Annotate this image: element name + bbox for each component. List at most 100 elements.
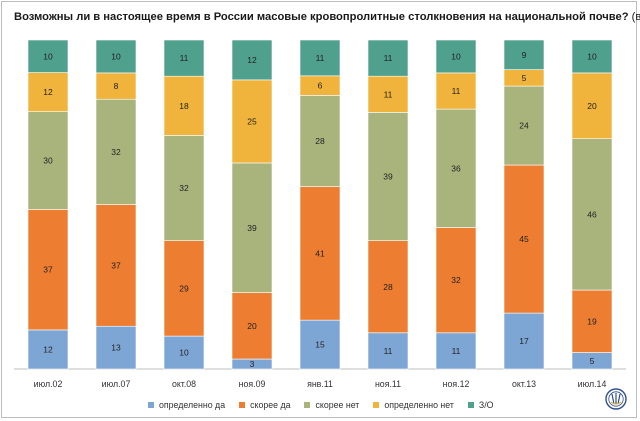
legend-item: определенно нет	[373, 400, 454, 410]
data-label: 13	[111, 343, 121, 353]
bar-segment	[503, 39, 545, 70]
legend-swatch	[373, 402, 380, 408]
legend-swatch	[304, 402, 311, 408]
bar-segment	[95, 325, 137, 370]
x-tick-label: янв.11	[307, 379, 333, 389]
bar-segment	[231, 39, 273, 81]
bar-segment	[367, 75, 409, 113]
bar-segment	[435, 227, 477, 334]
data-label: 45	[519, 234, 529, 244]
data-label: 11	[452, 86, 461, 96]
data-label: 11	[452, 346, 461, 356]
bar-segment	[367, 240, 409, 334]
bar-segment	[435, 108, 477, 228]
bar-segment	[231, 292, 273, 360]
bar-segment	[163, 240, 205, 337]
bar-segment	[231, 162, 273, 293]
x-tick-label: ноя.09	[239, 379, 266, 389]
bar-segment	[95, 204, 137, 327]
data-label: 11	[384, 89, 393, 99]
bar-segment	[163, 335, 205, 370]
data-label: 10	[587, 51, 597, 61]
bar-segment	[27, 39, 69, 73]
data-label: 32	[179, 183, 189, 193]
legend-label: определенно да	[159, 400, 226, 410]
levada-logo-icon	[605, 388, 627, 410]
data-label: 39	[383, 172, 393, 182]
x-tick-label: июл.14	[578, 379, 607, 389]
data-label: 25	[247, 116, 257, 126]
legend-label: определенно нет	[384, 400, 454, 410]
bar-segment	[571, 39, 613, 74]
bar-segment	[95, 39, 137, 74]
bar-segment	[435, 39, 477, 74]
data-label: 3	[250, 359, 255, 369]
data-label: 41	[315, 248, 325, 258]
data-label: 12	[43, 87, 53, 97]
legend-item: определенно да	[148, 400, 225, 410]
bar-segment	[367, 112, 409, 241]
bar-segment	[299, 319, 341, 370]
data-label: 20	[587, 101, 597, 111]
x-tick-label: июл.02	[34, 379, 63, 389]
bar-segment	[367, 332, 409, 370]
data-label: 11	[384, 53, 393, 63]
data-label: 11	[180, 53, 189, 63]
bar-segment	[299, 39, 341, 77]
legend-swatch	[467, 402, 474, 408]
data-label: 37	[43, 265, 53, 275]
data-label: 32	[111, 147, 121, 157]
bar-segment	[27, 209, 69, 331]
data-label: 46	[587, 209, 597, 219]
x-tick-label: июл.07	[102, 379, 131, 389]
bar-segment	[27, 111, 69, 210]
bar-segment	[163, 135, 205, 241]
data-label: 8	[114, 81, 119, 91]
data-label: 12	[43, 344, 53, 354]
legend-label: З/О	[478, 400, 494, 410]
legend-swatch	[239, 402, 246, 408]
bar-segment	[163, 75, 205, 136]
bar-segment	[435, 72, 477, 110]
data-label: 10	[451, 51, 461, 61]
data-label: 28	[315, 136, 325, 146]
bar-segment	[95, 98, 137, 205]
data-label: 30	[43, 156, 53, 166]
bar-segment	[367, 39, 409, 77]
bar-segment	[299, 186, 341, 321]
x-tick-label: ноя.12	[443, 379, 470, 389]
data-label: 37	[111, 260, 121, 270]
data-label: 17	[519, 336, 529, 346]
legend-item: З/О	[467, 400, 494, 410]
x-tick-label: окт.13	[512, 379, 536, 389]
data-label: 11	[384, 346, 393, 356]
bar-segment	[27, 72, 69, 112]
legend-label: скорее нет	[315, 400, 360, 410]
data-label: 15	[315, 340, 325, 350]
data-label: 18	[179, 101, 189, 111]
chart-title-text: Возможны ли в настоящее время в России м…	[14, 11, 629, 23]
bar-segment	[231, 79, 273, 164]
bar-segment	[503, 312, 545, 370]
chart-title: Возможны ли в настоящее время в России м…	[14, 11, 640, 23]
bar-segment	[503, 85, 545, 166]
data-label: 9	[522, 50, 527, 60]
data-label: 28	[383, 282, 393, 292]
bar-segment	[163, 39, 205, 77]
x-tick-label: окт.08	[172, 379, 196, 389]
legend-item: скорее нет	[304, 400, 359, 410]
x-tick-label: ноя.11	[375, 379, 401, 389]
legend-item: скорее да	[239, 400, 290, 410]
bar-segment	[435, 332, 477, 370]
data-label: 10	[111, 51, 121, 61]
legend-label: скорее да	[250, 400, 291, 410]
data-label: 24	[519, 121, 529, 131]
data-label: 10	[179, 348, 189, 358]
bar-segment	[299, 95, 341, 187]
data-label: 20	[247, 321, 257, 331]
data-label: 36	[451, 163, 461, 173]
legend-swatch	[148, 402, 154, 408]
data-label: 5	[522, 73, 527, 83]
data-label: 10	[43, 51, 53, 61]
